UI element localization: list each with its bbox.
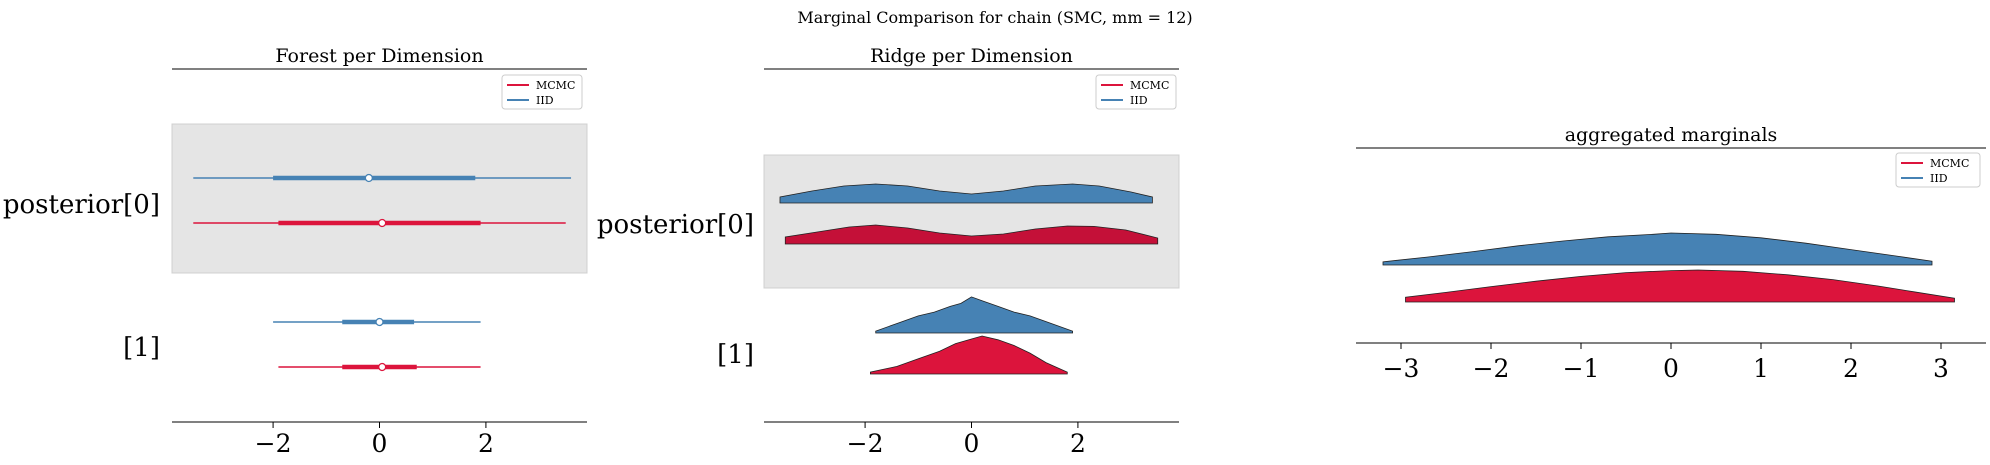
x-tick-label: 0 [964,429,980,458]
x-tick-label: 0 [372,429,388,458]
legend-label-iid: IID [536,94,554,107]
legend-label-mcmc: MCMC [536,79,575,92]
aggregated-density-iid [1382,232,1933,266]
x-tick-label: 3 [1933,354,1949,383]
panel-title: aggregated marginals [1565,124,1778,146]
aggregated-density-mcmc [1405,269,1955,303]
x-tick-label: −3 [1383,354,1420,383]
x-tick-label: 2 [1070,429,1086,458]
forest-panel: Forest per Dimension −2 0 2 MCMC IID posterior… [3,45,588,458]
x-tick-label: 2 [1843,354,1859,383]
legend-label-mcmc: MCMC [1930,157,1969,170]
shaded-row-band [763,154,1180,289]
x-tick-label: −1 [1563,354,1600,383]
ridge-density-mcmc [869,335,1068,375]
panel-title: Ridge per Dimension [870,45,1073,67]
ridge-density-mcmc [784,224,1159,245]
figure-title: Marginal Comparison for chain (SMC, mm =… [797,8,1192,27]
y-label: posterior[0] [597,210,754,240]
legend-label-iid: IID [1930,172,1948,185]
x-tick-label: −2 [255,429,292,458]
y-label: posterior[0] [3,190,160,220]
median-point [378,362,387,372]
median-point [378,218,387,228]
x-tick-label: −2 [1473,354,1510,383]
x-tick-label: −2 [847,429,884,458]
median-point [364,173,374,183]
x-tick-label: 2 [478,429,494,458]
x-tick-label: 1 [1753,354,1769,383]
panel-title: Forest per Dimension [275,45,483,67]
legend-label-iid: IID [1130,94,1148,107]
ridge-density-iid [875,296,1074,334]
aggregated-panel: aggregated marginals −3 −2 −1 0 1 2 3 MCMC IID [1356,124,1986,383]
ridge-panel: Ridge per Dimension −2 0 2 MCMC IID posterior[… [597,45,1180,458]
y-label: [1] [123,333,160,363]
legend-label-mcmc: MCMC [1130,79,1169,92]
ridge-density-iid [779,183,1153,204]
y-label: [1] [717,340,754,370]
shaded-row-band [171,123,588,274]
median-point [375,317,384,327]
x-tick-label: 0 [1663,354,1679,383]
